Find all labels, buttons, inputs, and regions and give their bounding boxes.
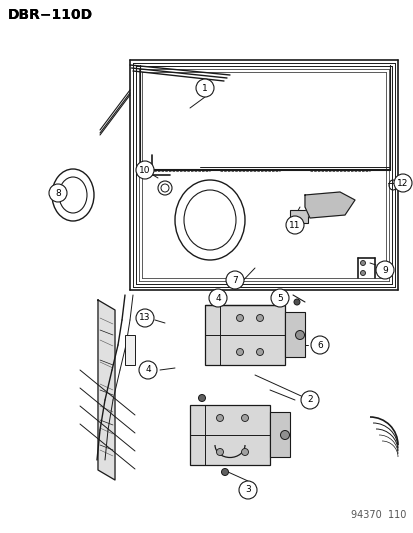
Circle shape — [139, 361, 157, 379]
Text: 7: 7 — [232, 276, 237, 285]
Ellipse shape — [236, 314, 243, 321]
Circle shape — [136, 309, 154, 327]
Circle shape — [225, 271, 243, 289]
Ellipse shape — [256, 349, 263, 356]
Text: 5: 5 — [276, 294, 282, 303]
Text: 4: 4 — [215, 294, 220, 303]
Ellipse shape — [280, 431, 289, 440]
Circle shape — [285, 216, 303, 234]
Text: DBR−110D: DBR−110D — [8, 8, 93, 22]
Ellipse shape — [216, 448, 223, 456]
Circle shape — [375, 261, 393, 279]
Circle shape — [271, 289, 288, 307]
Text: 94370  110: 94370 110 — [350, 510, 405, 520]
Text: 11: 11 — [289, 221, 300, 230]
Text: 4: 4 — [145, 366, 150, 375]
Bar — [125, 335, 135, 365]
Ellipse shape — [256, 314, 263, 321]
Text: 9: 9 — [381, 265, 387, 274]
Polygon shape — [304, 192, 354, 218]
Bar — [204, 305, 284, 365]
Text: 12: 12 — [396, 179, 408, 188]
Text: 6: 6 — [316, 341, 322, 350]
Ellipse shape — [360, 271, 365, 276]
Text: 1: 1 — [202, 84, 207, 93]
Ellipse shape — [241, 448, 248, 456]
Circle shape — [49, 184, 67, 202]
Text: 3: 3 — [244, 486, 250, 495]
Circle shape — [195, 79, 214, 97]
Ellipse shape — [295, 330, 304, 340]
Bar — [289, 210, 307, 223]
Text: 8: 8 — [55, 189, 61, 198]
Bar — [284, 312, 304, 357]
Ellipse shape — [221, 469, 228, 475]
Text: 13: 13 — [139, 313, 150, 322]
Circle shape — [393, 174, 411, 192]
Text: 2: 2 — [306, 395, 312, 405]
Text: 10: 10 — [139, 166, 150, 174]
Ellipse shape — [241, 415, 248, 422]
Bar — [190, 405, 269, 465]
Ellipse shape — [198, 394, 205, 401]
Ellipse shape — [216, 415, 223, 422]
Circle shape — [238, 481, 256, 499]
Ellipse shape — [293, 299, 299, 305]
Ellipse shape — [236, 349, 243, 356]
Circle shape — [136, 161, 154, 179]
Bar — [269, 412, 289, 457]
Text: DBR−110D: DBR−110D — [8, 8, 93, 22]
Ellipse shape — [360, 261, 365, 265]
Circle shape — [209, 289, 226, 307]
Polygon shape — [98, 300, 115, 480]
Ellipse shape — [213, 295, 220, 302]
Circle shape — [300, 391, 318, 409]
Circle shape — [310, 336, 328, 354]
